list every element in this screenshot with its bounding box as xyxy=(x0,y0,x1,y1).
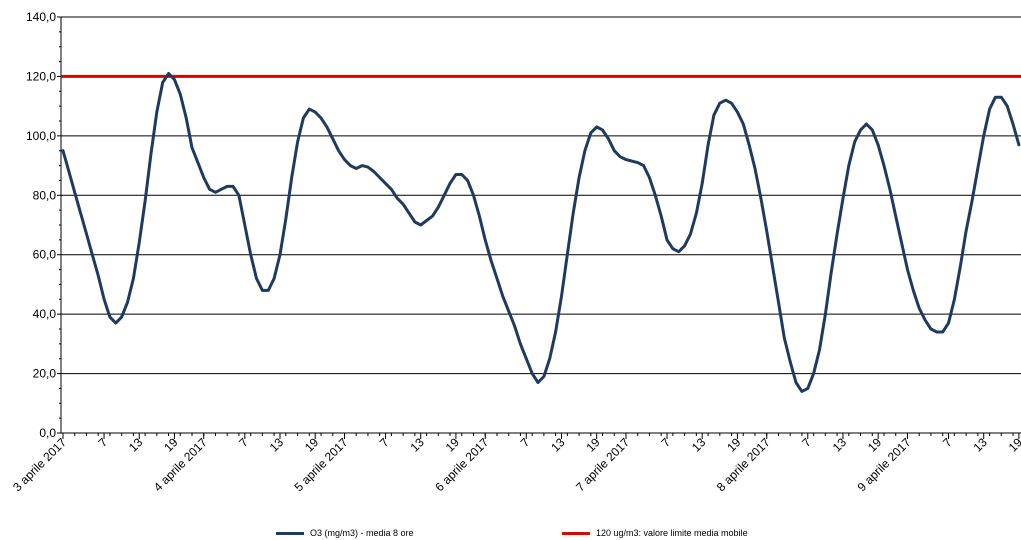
y-tick-labels: 0,0 20,0 40,0 60,0 80,0 100,0 120,0 140,0 xyxy=(26,10,56,440)
x-tick-label: 19 xyxy=(865,435,885,455)
x-tick-label: 19 xyxy=(583,435,603,455)
legend-label-o3: O3 (mg/m3) - media 8 ore xyxy=(310,528,414,538)
y-tick-label: 100,0 xyxy=(26,129,56,143)
legend-swatch-o3 xyxy=(276,531,304,535)
x-tick-label: 13 xyxy=(830,435,850,455)
x-tick-label: 19 xyxy=(1006,435,1021,455)
axes xyxy=(57,16,1021,439)
y-tick-label: 40,0 xyxy=(33,307,57,321)
x-tick-label: 3 aprile 2017 xyxy=(10,435,69,494)
x-tick-labels: 3 aprile 2017 7 13 194 aprile 2017 7 13 195 ap… xyxy=(10,435,1021,494)
x-tick-label: 8 aprile 2017 xyxy=(714,435,773,494)
y-tick-label: 60,0 xyxy=(33,248,57,262)
series-lines xyxy=(61,72,1021,393)
x-tick-label: 19 xyxy=(443,435,463,455)
legend-label-limit: 120 ug/m3: valore limite media mobile xyxy=(596,528,748,538)
legend-item-o3: O3 (mg/m3) - media 8 ore xyxy=(276,528,414,538)
o3-series-line xyxy=(61,72,1021,393)
x-tick-label: 13 xyxy=(970,435,990,455)
y-tick-label: 80,0 xyxy=(33,188,57,202)
legend-swatch-limit xyxy=(562,531,590,535)
x-tick-label: 19 xyxy=(161,435,181,455)
x-tick-label: 7 xyxy=(236,435,251,450)
x-tick-label: 13 xyxy=(126,435,146,455)
x-tick-label: 9 aprile 2017 xyxy=(855,435,914,494)
x-tick-label: 5 aprile 2017 xyxy=(292,435,351,494)
x-tick-label: 13 xyxy=(689,435,709,455)
y-tick-label: 0,0 xyxy=(39,426,56,440)
x-tick-label: 4 aprile 2017 xyxy=(151,435,210,494)
x-tick-label: 13 xyxy=(548,435,568,455)
legend: O3 (mg/m3) - media 8 ore 120 ug/m3: valo… xyxy=(0,528,1021,540)
legend-item-limit: 120 ug/m3: valore limite media mobile xyxy=(562,528,748,538)
x-tick-label: 7 aprile 2017 xyxy=(573,435,632,494)
y-tick-label: 140,0 xyxy=(26,10,56,24)
x-tick-label: 13 xyxy=(267,435,287,455)
x-tick-label: 19 xyxy=(302,435,322,455)
x-tick-label: 19 xyxy=(724,435,744,455)
x-tick-label: 7 xyxy=(799,435,814,450)
grid-lines xyxy=(61,16,1021,375)
x-tick-label: 7 xyxy=(659,435,674,450)
y-tick-label: 120,0 xyxy=(26,69,56,83)
x-tick-label: 6 aprile 2017 xyxy=(432,435,491,494)
x-tick-label: 7 xyxy=(940,435,955,450)
y-tick-label: 20,0 xyxy=(33,367,57,381)
x-tick-label: 7 xyxy=(96,435,111,450)
x-tick-label: 7 xyxy=(377,435,392,450)
x-tick-label: 7 xyxy=(518,435,533,450)
x-tick-label: 13 xyxy=(408,435,428,455)
